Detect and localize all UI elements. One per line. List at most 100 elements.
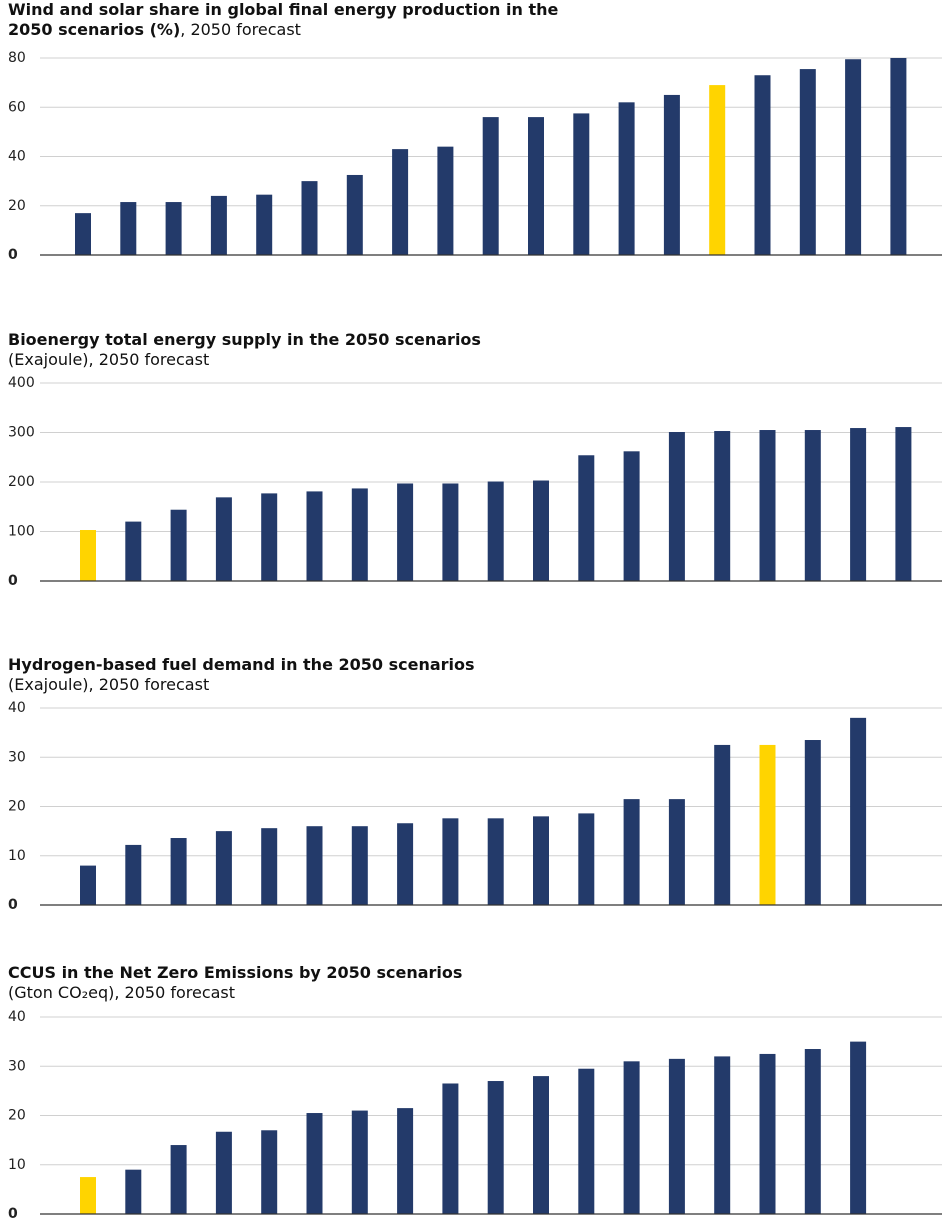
chart-subtitle: (Exajoule), 2050 forecast (8, 350, 210, 369)
bar (487, 818, 504, 905)
bar (573, 113, 590, 255)
bar (120, 202, 137, 255)
bar (261, 1130, 278, 1214)
chart-block: Wind and solar share in global final ene… (0, 0, 942, 263)
bar (351, 826, 368, 905)
bar (663, 94, 680, 255)
bar (623, 1061, 640, 1214)
bar (261, 493, 278, 581)
bar (306, 1113, 323, 1214)
bar (578, 1068, 595, 1214)
chart-block: CCUS in the Net Zero Emissions by 2050 s… (0, 963, 942, 1222)
bar (533, 1076, 549, 1214)
y-tick-label: 30 (8, 749, 26, 765)
y-tick-label: 200 (8, 474, 35, 490)
chart: 0 10 20 30 40 (8, 1009, 942, 1222)
bar (397, 823, 414, 905)
bar (80, 530, 96, 581)
bar (215, 831, 232, 905)
bar (487, 1081, 504, 1214)
bar (437, 146, 454, 255)
bar (306, 826, 323, 905)
bar (442, 818, 459, 905)
bar (306, 491, 323, 581)
bar (392, 149, 409, 255)
bar (125, 521, 142, 581)
bar (845, 59, 862, 256)
bar (799, 69, 816, 255)
bar (754, 75, 771, 255)
chart-block: Bioenergy total energy supply in the 205… (0, 330, 942, 589)
bar (578, 455, 595, 581)
bar (618, 102, 635, 255)
bar (623, 799, 640, 905)
chart-subtitle: , 2050 forecast (180, 20, 301, 39)
bar (804, 740, 821, 905)
bar (125, 844, 142, 905)
chart-heading: Wind and solar share in global final ene… (8, 0, 568, 40)
y-tick-label: 40 (8, 700, 26, 716)
bar (80, 865, 96, 905)
bar (759, 1053, 776, 1214)
bar (533, 816, 549, 905)
y-tick-label: 400 (8, 375, 35, 391)
bar (442, 483, 459, 581)
bar (215, 497, 232, 581)
bar (346, 174, 363, 255)
chart-title: CCUS in the Net Zero Emissions by 2050 s… (8, 963, 463, 982)
bar (533, 480, 549, 581)
y-tick-label: 10 (8, 1157, 26, 1173)
bar (804, 1049, 821, 1214)
bar (895, 427, 912, 581)
y-tick-label: 30 (8, 1058, 26, 1074)
bar (170, 509, 187, 581)
bar (850, 1041, 867, 1214)
bar (397, 483, 414, 581)
bar (714, 431, 731, 581)
y-tick-label: 0 (8, 573, 18, 589)
chart: 0 10 20 30 40 (8, 700, 942, 913)
bar (714, 744, 731, 905)
chart: 0 20 40 60 80 (8, 50, 942, 263)
bar (215, 1131, 232, 1214)
bar (482, 117, 499, 255)
bar (165, 202, 182, 255)
bar (170, 1145, 187, 1214)
y-tick-label: 80 (8, 50, 26, 66)
chart-heading: CCUS in the Net Zero Emissions by 2050 s… (8, 963, 568, 1003)
y-tick-label: 300 (8, 425, 35, 441)
chart-heading: Hydrogen-based fuel demand in the 2050 s… (8, 655, 568, 695)
y-tick-label: 0 (8, 897, 18, 913)
y-tick-label: 60 (8, 99, 26, 115)
bar (850, 717, 867, 905)
y-tick-label: 20 (8, 198, 26, 214)
bar (75, 213, 91, 255)
chart-block: Hydrogen-based fuel demand in the 2050 s… (0, 655, 942, 913)
bar (210, 195, 227, 255)
bar (714, 1056, 731, 1214)
chart-title: Wind and solar share in global final ene… (8, 0, 559, 39)
chart-title: Hydrogen-based fuel demand in the 2050 s… (8, 655, 475, 674)
y-tick-label: 40 (8, 1009, 26, 1025)
chart-subtitle: (Exajoule), 2050 forecast (8, 675, 210, 694)
y-tick-label: 0 (8, 1206, 18, 1222)
y-tick-label: 10 (8, 848, 26, 864)
y-tick-label: 20 (8, 1108, 26, 1124)
bar (397, 1108, 414, 1214)
bar (623, 451, 640, 581)
bar (804, 430, 821, 581)
bar (668, 1058, 685, 1214)
chart-heading: Bioenergy total energy supply in the 205… (8, 330, 568, 370)
bar (528, 117, 544, 255)
bar (578, 813, 595, 905)
bar (80, 1177, 96, 1214)
bar (261, 828, 278, 905)
bar (487, 481, 504, 581)
y-tick-label: 20 (8, 799, 26, 815)
bar (256, 194, 273, 255)
y-tick-label: 40 (8, 149, 26, 165)
bar (351, 488, 368, 581)
y-tick-label: 100 (8, 524, 35, 540)
bar (301, 181, 318, 255)
bar (351, 1110, 368, 1214)
